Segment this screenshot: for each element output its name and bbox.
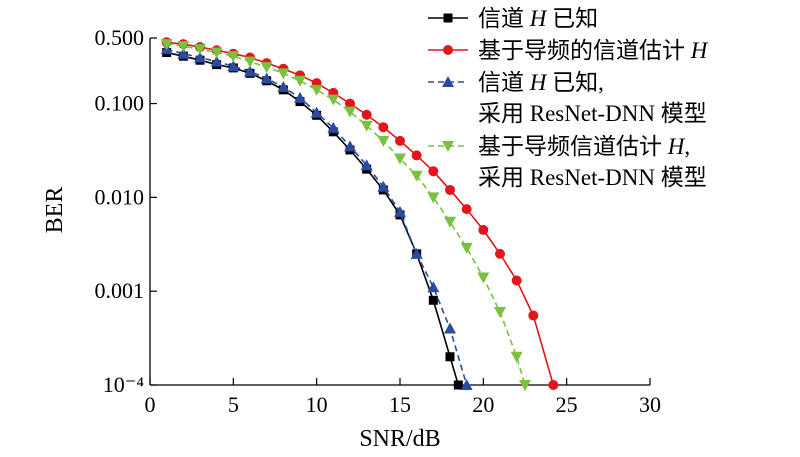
series-2-point: [548, 380, 559, 390]
series-4-point: [427, 192, 440, 204]
series-1-point: [453, 380, 463, 390]
series-4-point: [260, 62, 273, 74]
series-4-point: [477, 272, 490, 284]
series-3-point: [394, 205, 406, 217]
series-3-point: [194, 51, 206, 63]
series-4-point: [394, 153, 406, 165]
y-tick-label: 0.500: [95, 25, 145, 50]
series-3-point: [360, 159, 373, 171]
legend-label: 信道 H 已知,: [478, 70, 604, 95]
series-3-point: [260, 72, 273, 84]
series-3-line: [166, 48, 468, 386]
series-4-point: [360, 120, 373, 132]
legend-label: 采用 ResNet-DNN 模型: [478, 101, 707, 126]
series-2-point: [345, 98, 355, 109]
series-4-point: [194, 44, 206, 56]
series-layer: [160, 37, 559, 391]
legend-item-2: 基于导频的信道估计 H: [428, 38, 709, 63]
series-4-point: [210, 47, 223, 59]
y-tick-label: 0.010: [95, 184, 145, 209]
legend-item-1: 信道 H 已知: [428, 6, 598, 31]
series-2-point: [445, 184, 455, 195]
legend-swatch-marker: [442, 141, 454, 152]
y-tick-label: 10⁻⁴: [103, 372, 145, 397]
series-4-point: [377, 135, 390, 147]
series-4-point: [494, 307, 506, 319]
series-3-point: [294, 91, 306, 103]
series-3-point: [444, 322, 456, 334]
series-1: [162, 48, 463, 390]
series-3-point: [410, 247, 423, 259]
series-3-point: [244, 65, 256, 77]
x-tick-label: 15: [389, 392, 411, 417]
series-2-point: [378, 122, 389, 133]
x-axis-label: SNR/dB: [359, 426, 440, 452]
series-2-point: [511, 275, 522, 286]
legend-swatch-marker: [443, 13, 453, 23]
series-4-point: [344, 106, 356, 118]
series-4-point: [294, 75, 306, 87]
series-2-point: [495, 248, 505, 259]
y-tick-label: 0.001: [95, 278, 145, 303]
series-4-point: [227, 51, 240, 63]
series-3-point: [210, 55, 223, 67]
x-tick-label: 10: [306, 392, 328, 417]
series-4-point: [160, 39, 173, 51]
series-2-point: [478, 224, 489, 235]
series-2-point: [411, 150, 422, 161]
series-3-point: [277, 81, 290, 93]
series-4-point: [310, 84, 323, 96]
series-4-point: [277, 68, 290, 80]
legend-label: 基于导频信道估计 H,: [478, 134, 690, 159]
series-2-point: [428, 166, 439, 177]
legend-item-3: 信道 H 已知, 采用 ResNet-DNN 模型: [428, 70, 707, 126]
series-3-point: [227, 60, 240, 72]
series-3-point: [327, 121, 340, 133]
series-2-point: [528, 310, 539, 321]
x-tick-label: 20: [472, 392, 494, 417]
series-3-point: [377, 180, 390, 192]
series-4-point: [410, 170, 423, 182]
legend-label: 基于导频的信道估计 H: [478, 38, 709, 63]
y-axis-label: BER: [42, 187, 68, 234]
legend-item-4: 基于导频信道估计 H, 采用 ResNet-DNN 模型: [428, 134, 707, 190]
series-1-point: [445, 352, 455, 362]
series-4-point: [460, 242, 473, 254]
series-3-point: [310, 106, 323, 118]
series-4-point: [510, 351, 523, 363]
series-2-point: [361, 109, 372, 120]
series-2-point: [461, 204, 472, 215]
series-1-point: [428, 295, 438, 305]
series-3-point: [460, 379, 473, 390]
x-tick-label: 0: [145, 392, 156, 417]
series-3-point: [177, 47, 190, 59]
series-4: [160, 39, 531, 391]
series-4-point: [519, 380, 531, 391]
y-tick-label: 0.100: [95, 91, 145, 116]
series-3-point: [427, 281, 440, 293]
legend-label: 采用 ResNet-DNN 模型: [478, 165, 707, 190]
series-4-point: [177, 41, 190, 53]
series-2-point: [395, 135, 405, 146]
x-tick-label: 25: [556, 392, 578, 417]
x-tick-label: 30: [639, 392, 661, 417]
series-4-point: [244, 56, 256, 68]
axes: 0 5 10 15 20 25 30 0.500 0.100 0.010 0.001 10⁻⁴: [95, 25, 662, 417]
series-3-point: [344, 140, 356, 152]
series-4-point: [444, 216, 456, 228]
series-4-point: [327, 94, 340, 106]
series-1-line: [166, 51, 460, 386]
legend-swatch-marker: [442, 76, 454, 87]
legend-label: 信道 H 已知: [478, 6, 598, 31]
legend-swatch-marker: [443, 45, 453, 55]
series-4-line: [166, 43, 526, 386]
x-tick-label: 5: [228, 392, 239, 417]
